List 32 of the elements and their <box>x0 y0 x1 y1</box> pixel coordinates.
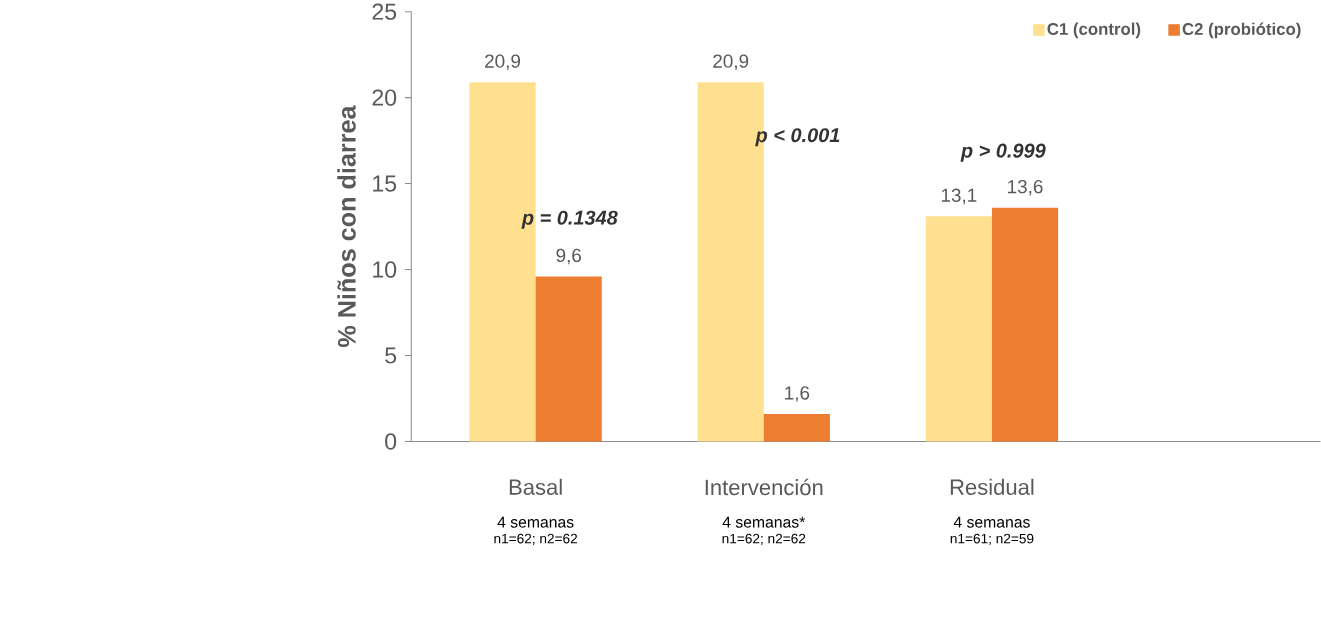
y-tick-label: 10 <box>373 261 397 278</box>
text: n1=62; n2=62 <box>722 533 806 546</box>
y-tick-label: 20 <box>372 89 397 107</box>
y-axis-title: % Niños con diarrea <box>337 105 356 348</box>
data-label: 20,9 <box>485 54 521 71</box>
y-tick-label: 15 <box>373 175 397 192</box>
text: 4 semanas* <box>722 516 806 528</box>
x-tick-label: Basal <box>509 478 562 496</box>
legend-label: C1 (control) <box>1047 22 1141 39</box>
text: 4 semanas <box>497 516 574 528</box>
data-label: 9,6 <box>556 248 581 265</box>
annotation: p > 0.999 <box>960 143 1046 162</box>
legend-label: C2 (probiótico) <box>1182 22 1301 39</box>
x-tick-label: Residual <box>950 478 1034 496</box>
bar <box>535 276 602 442</box>
x-tick-label: Intervención <box>705 478 823 496</box>
data-label: 13,6 <box>1008 180 1043 196</box>
y-tick-label: 5 <box>385 347 397 364</box>
bar <box>469 82 536 442</box>
bar <box>925 216 992 442</box>
bar <box>763 414 830 442</box>
y-tick-label: 0 <box>385 433 397 450</box>
text: n1=62; n2=62 <box>494 533 578 546</box>
bar <box>991 207 1059 442</box>
data-label: 1,6 <box>785 386 810 403</box>
annotation: p = 0.1348 <box>521 210 618 229</box>
data-label: 13,1 <box>941 188 977 205</box>
annotation: p < 0.001 <box>755 128 840 147</box>
y-tick-label: 25 <box>372 3 397 21</box>
text: n1=61; n2=59 <box>950 533 1034 546</box>
text: 4 semanas <box>953 516 1030 528</box>
data-label: 20,9 <box>713 54 749 71</box>
